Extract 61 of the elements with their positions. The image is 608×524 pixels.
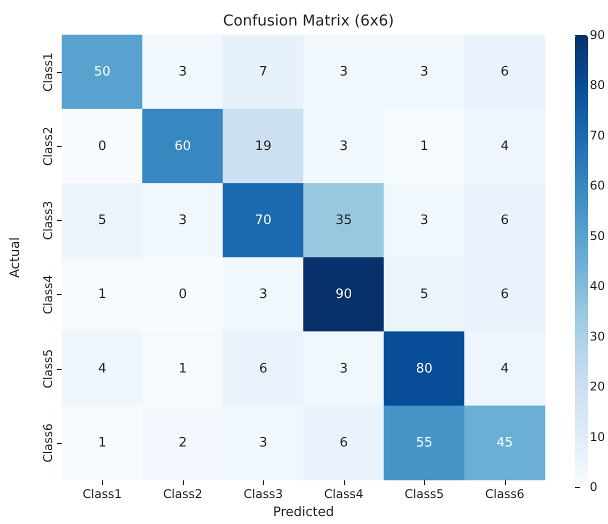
color-bar-label: 60 bbox=[590, 178, 606, 193]
color-bar-label: 10 bbox=[590, 430, 606, 444]
data-label: 3 bbox=[259, 435, 268, 450]
data-label: 1 bbox=[178, 361, 187, 376]
color-bar-label: 20 bbox=[590, 380, 606, 394]
data-label: 60 bbox=[174, 138, 192, 154]
color-bar-label: 30 bbox=[590, 329, 606, 344]
y-tick-label: Class2 bbox=[41, 126, 55, 166]
color-bar-label: 80 bbox=[590, 78, 606, 92]
x-tick-label: Class3 bbox=[244, 487, 283, 501]
data-label: 6 bbox=[500, 287, 509, 302]
data-label: 3 bbox=[178, 64, 187, 80]
data-label: 3 bbox=[259, 287, 268, 302]
x-tick-label: Class1 bbox=[82, 487, 122, 501]
color-bar-label: 0 bbox=[590, 480, 598, 494]
data-label: 70 bbox=[254, 212, 272, 228]
data-label: 50 bbox=[94, 64, 111, 80]
data-label: 3 bbox=[340, 361, 348, 376]
color-bar-label: 70 bbox=[590, 128, 606, 142]
data-label: 2 bbox=[178, 435, 187, 450]
data-label: 35 bbox=[335, 212, 352, 228]
chart-title: Confusion Matrix (6x6) bbox=[222, 12, 394, 30]
data-label: 4 bbox=[500, 138, 509, 154]
x-tick-label: Class6 bbox=[485, 487, 524, 501]
y-tick-label: Class1 bbox=[41, 52, 55, 92]
data-label: 55 bbox=[416, 435, 433, 450]
data-label: 80 bbox=[416, 361, 433, 376]
data-label: 90 bbox=[335, 287, 352, 302]
data-label: 1 bbox=[98, 435, 106, 450]
data-label: 1 bbox=[98, 287, 106, 302]
y-tick-label: Class4 bbox=[41, 274, 55, 314]
data-label: 3 bbox=[178, 212, 187, 228]
data-label: 6 bbox=[340, 435, 348, 450]
data-label: 4 bbox=[500, 361, 509, 376]
y-tick-label: Class3 bbox=[41, 200, 55, 240]
data-label: 1 bbox=[420, 138, 428, 154]
data-label: 6 bbox=[259, 361, 268, 376]
data-label: 0 bbox=[178, 287, 187, 302]
data-label: 19 bbox=[254, 138, 272, 154]
data-label: 6 bbox=[500, 212, 509, 228]
x-tick-label: Class4 bbox=[324, 487, 364, 501]
data-label: 0 bbox=[98, 138, 106, 154]
color-bar-label: 90 bbox=[590, 28, 606, 42]
y-tick-label: Class6 bbox=[41, 423, 55, 463]
data-label: 4 bbox=[98, 361, 106, 376]
data-label: 5 bbox=[98, 212, 106, 228]
data-label: 7 bbox=[259, 64, 268, 80]
y-tick-label: Class5 bbox=[41, 349, 55, 388]
color-bar-label: 40 bbox=[590, 279, 606, 294]
color-bar-label: 50 bbox=[590, 228, 606, 243]
y-axis-title: Actual bbox=[8, 237, 23, 278]
data-label: 3 bbox=[340, 138, 348, 154]
x-axis-title: Predicted bbox=[272, 505, 334, 520]
data-label: 3 bbox=[420, 64, 428, 80]
data-label: 5 bbox=[420, 287, 428, 302]
data-label: 6 bbox=[500, 64, 509, 80]
data-label: 3 bbox=[420, 212, 428, 228]
x-tick-label: Class2 bbox=[163, 487, 202, 501]
data-label: 3 bbox=[340, 64, 348, 80]
data-label: 45 bbox=[496, 435, 514, 450]
x-tick-label: Class5 bbox=[404, 487, 444, 501]
